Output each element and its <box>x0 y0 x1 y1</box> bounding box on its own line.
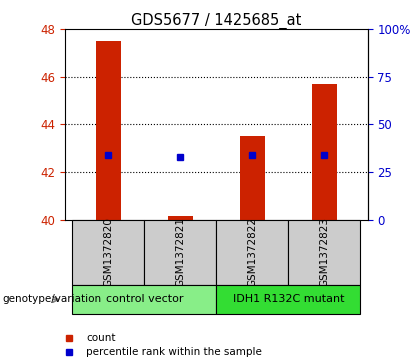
Bar <box>288 220 360 285</box>
Text: GSM1372823: GSM1372823 <box>319 217 329 287</box>
Text: percentile rank within the sample: percentile rank within the sample <box>86 347 262 357</box>
Bar <box>312 84 337 220</box>
Bar <box>144 220 216 285</box>
Text: genotype/variation: genotype/variation <box>2 294 101 305</box>
Text: GSM1372821: GSM1372821 <box>175 217 185 287</box>
Bar <box>216 285 360 314</box>
Text: GSM1372820: GSM1372820 <box>103 217 113 287</box>
Bar <box>240 136 265 220</box>
Bar <box>168 216 193 220</box>
Text: count: count <box>86 333 116 343</box>
Text: GSM1372822: GSM1372822 <box>247 217 257 287</box>
Bar <box>216 220 288 285</box>
Text: IDH1 R132C mutant: IDH1 R132C mutant <box>233 294 344 305</box>
Title: GDS5677 / 1425685_at: GDS5677 / 1425685_at <box>131 13 302 29</box>
Bar <box>72 220 144 285</box>
Text: control vector: control vector <box>105 294 183 305</box>
Bar <box>96 41 121 220</box>
Bar <box>72 285 216 314</box>
